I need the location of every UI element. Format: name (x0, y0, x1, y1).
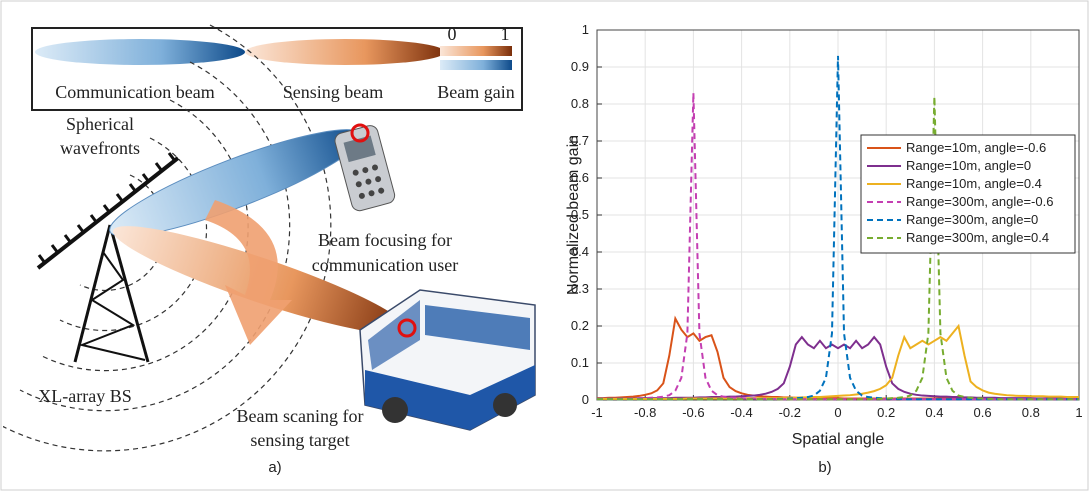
x-tick-label: -0.4 (730, 405, 752, 420)
focus-label: communication user (312, 255, 458, 275)
caption: a) (268, 459, 281, 476)
x-tick-label: 0.6 (974, 405, 992, 420)
scan-label: sensing target (250, 430, 349, 450)
gain-bar-blue (440, 60, 512, 70)
legend-label: Range=10m, angle=-0.6 (906, 140, 1046, 155)
legend-sense-beam (245, 39, 445, 65)
legend-label: Range=300m, angle=-0.6 (906, 194, 1053, 209)
y-tick-label: 0.1 (571, 355, 589, 370)
x-tick-label: 0.4 (925, 405, 943, 420)
y-tick-label: 0 (582, 392, 589, 407)
wavefront-label: wavefronts (60, 138, 140, 158)
wavefront-label: Spherical (66, 114, 134, 134)
y-tick-label: 0.4 (571, 244, 589, 259)
x-tick-label: -0.6 (682, 405, 704, 420)
bs-label: XL-array BS (38, 386, 131, 406)
legend-label: Range=300m, angle=0.4 (906, 230, 1049, 245)
y-tick-label: 0.5 (571, 207, 589, 222)
x-axis-label: Spatial angle (792, 431, 885, 448)
legend-label: Sensing beam (283, 82, 384, 102)
y-tick-label: 0.7 (571, 133, 589, 148)
legend-label: Communication beam (55, 82, 214, 102)
focus-label: Beam focusing for (318, 230, 452, 250)
caption: b) (818, 459, 831, 476)
x-tick-label: -1 (591, 405, 603, 420)
figure: 0 1 Communication beam Sensing beam Beam… (0, 0, 1089, 491)
y-tick-label: 0.8 (571, 96, 589, 111)
gain-bar-orange (440, 46, 512, 56)
legend-label: Range=10m, angle=0.4 (906, 176, 1042, 191)
y-tick-label: 0.6 (571, 170, 589, 185)
y-tick-label: 0.3 (571, 281, 589, 296)
y-tick-label: 0.2 (571, 318, 589, 333)
x-tick-label: 1 (1075, 405, 1082, 420)
x-tick-label: 0.8 (1022, 405, 1040, 420)
legend-label: Beam gain (437, 82, 514, 102)
y-tick-label: 0.9 (571, 59, 589, 74)
x-tick-label: 0 (834, 405, 841, 420)
gain-min: 0 (448, 24, 457, 44)
x-tick-label: -0.2 (779, 405, 801, 420)
x-tick-label: -0.8 (634, 405, 656, 420)
gain-max: 1 (501, 24, 510, 44)
legend-label: Range=10m, angle=0 (906, 158, 1031, 173)
x-tick-label: 0.2 (877, 405, 895, 420)
legend-comm-beam (35, 39, 245, 65)
y-tick-label: 1 (582, 22, 589, 37)
scan-label: Beam scaning for (237, 406, 364, 426)
legend-label: Range=300m, angle=0 (906, 212, 1038, 227)
